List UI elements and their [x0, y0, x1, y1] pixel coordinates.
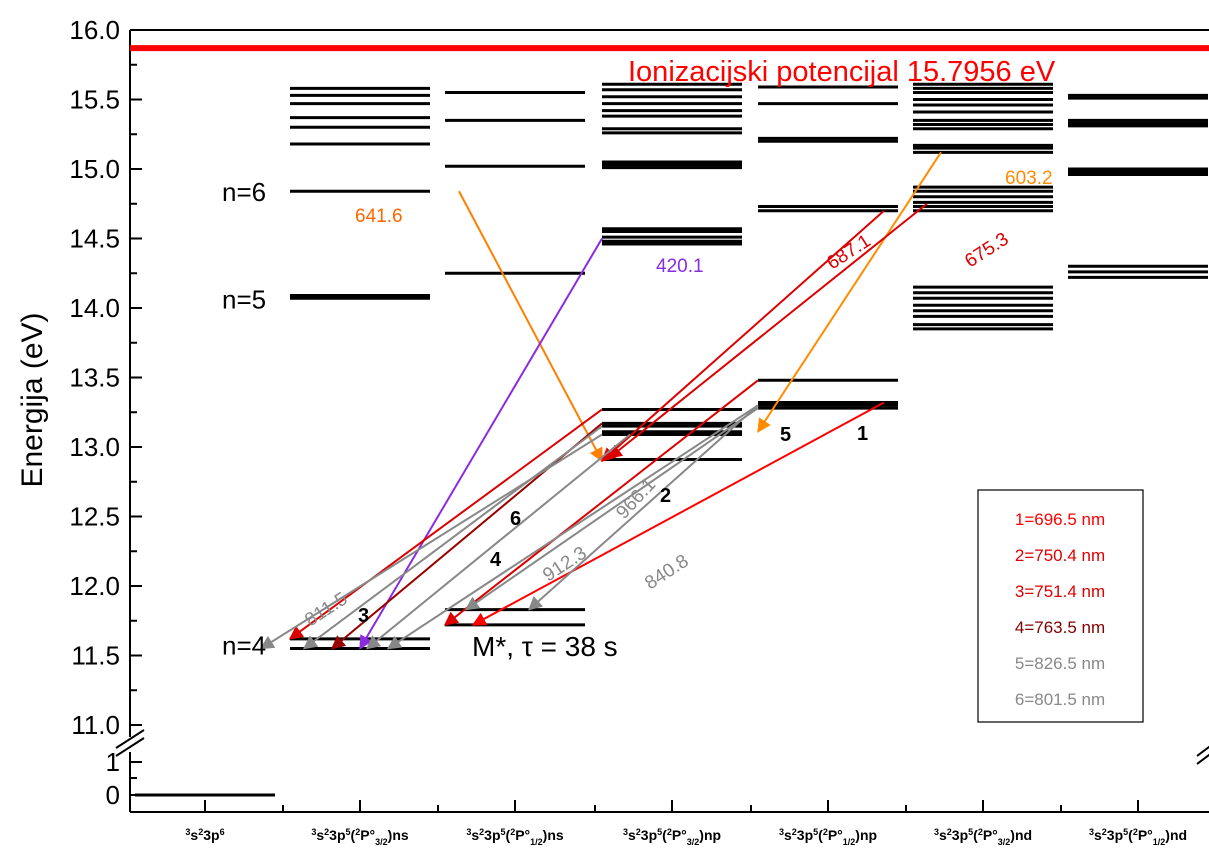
legend-entry: 5=826.5 nm [1015, 654, 1105, 673]
y-tick-label: 13.5 [69, 363, 120, 393]
transition-arrow [757, 151, 942, 433]
transition-arrow [600, 209, 885, 462]
y-tick-label: 15.5 [69, 85, 120, 115]
principal-quantum-label: n=6 [222, 177, 266, 207]
y-tick-label: 14.5 [69, 224, 120, 254]
x-category-label: 3s23p5(2P°1/2)np [779, 827, 877, 847]
transition-arrow [607, 202, 928, 459]
transition-label: 675.3 [961, 229, 1012, 273]
principal-quantum-label: n=4 [222, 630, 266, 660]
transition-label: 1 [857, 423, 868, 445]
axis-break-mark-right [1196, 753, 1209, 765]
principal-quantum-label: n=5 [222, 284, 266, 314]
y-tick-label: 11.0 [71, 710, 120, 740]
transition-label: 5 [780, 424, 791, 446]
x-category-label: 3s23p5(2P°3/2)ns [311, 827, 409, 847]
transition-arrow [443, 379, 759, 626]
y-tick-label: 0 [106, 780, 120, 810]
legend-entry: 6=801.5 nm [1015, 690, 1105, 709]
x-category-label: 3s23p5(2P°1/2)ns [466, 827, 564, 847]
y-tick-label: 15.0 [69, 154, 120, 184]
x-category-label: 3s23p6 [185, 827, 224, 843]
transition-arrow [386, 404, 759, 650]
y-tick-label: 11.5 [71, 641, 120, 671]
legend-entry: 3=751.4 nm [1015, 582, 1105, 601]
transition-arrow [259, 433, 603, 650]
transition-label: 687.1 [823, 231, 874, 275]
y-tick-label: 14.0 [69, 293, 120, 323]
transition-arrow [359, 237, 603, 650]
legend-entry: 2=750.4 nm [1015, 546, 1105, 565]
y-tick-label: 1 [106, 747, 120, 777]
y-tick-label: 12.0 [69, 571, 120, 601]
x-category-label: 3s23p5(2P°1/2)nd [1089, 827, 1187, 847]
transition-label: 2 [660, 485, 671, 507]
y-tick-label: 16.0 [69, 15, 120, 45]
energy-levels [135, 82, 1208, 797]
axes: 11.0 11.5 12.0 12.5 13.0 13.5 14.0 14.5 15.0 15.5… [16, 15, 1209, 847]
transition-arrow [471, 401, 885, 626]
transition-arrow [288, 408, 603, 640]
transition-arrow [302, 425, 603, 650]
transition-label: 840.8 [641, 551, 692, 595]
transition-label: 420.1 [656, 256, 704, 277]
x-category-label: 3s23p5(2P°3/2)nd [934, 827, 1032, 847]
x-category-label: 3s23p5(2P°3/2)np [623, 827, 721, 847]
axis-break-mark [115, 737, 145, 757]
transition-arrow [458, 190, 603, 463]
transition-label: 3 [358, 605, 369, 627]
axis-break-mark [115, 729, 145, 749]
transition-arrow [365, 433, 631, 650]
ionization-label: Ionizacijski potencijal 15.7956 eV [628, 56, 1056, 88]
legend-entry: 4=763.5 nm [1015, 618, 1105, 637]
transition-label: 603.2 [1005, 168, 1053, 189]
transition-label: 4 [490, 549, 502, 571]
transition-label: 912.3 [539, 543, 590, 587]
legend-box [977, 489, 1144, 723]
legend-entry: 1=696.5 nm [1015, 510, 1105, 529]
metastable-label: M*, τ = 38 s [472, 631, 618, 662]
legend: 1=696.5 nm 2=750.4 nm 3=751.4 nm 4=763.5 nm… [977, 489, 1144, 723]
y-tick-label: 13.0 [69, 432, 120, 462]
y-tick-label: 12.5 [69, 502, 120, 532]
transition-arrow [464, 407, 759, 611]
transition-label: 641.6 [355, 206, 403, 227]
transition-arrow [527, 404, 759, 611]
transition-label: 6 [510, 508, 521, 530]
axis-break-mark-right [1196, 745, 1209, 757]
transitions [259, 151, 942, 650]
transition-label: 811.5 [301, 588, 351, 631]
y-axis-title: Energija (eV) [16, 312, 49, 487]
